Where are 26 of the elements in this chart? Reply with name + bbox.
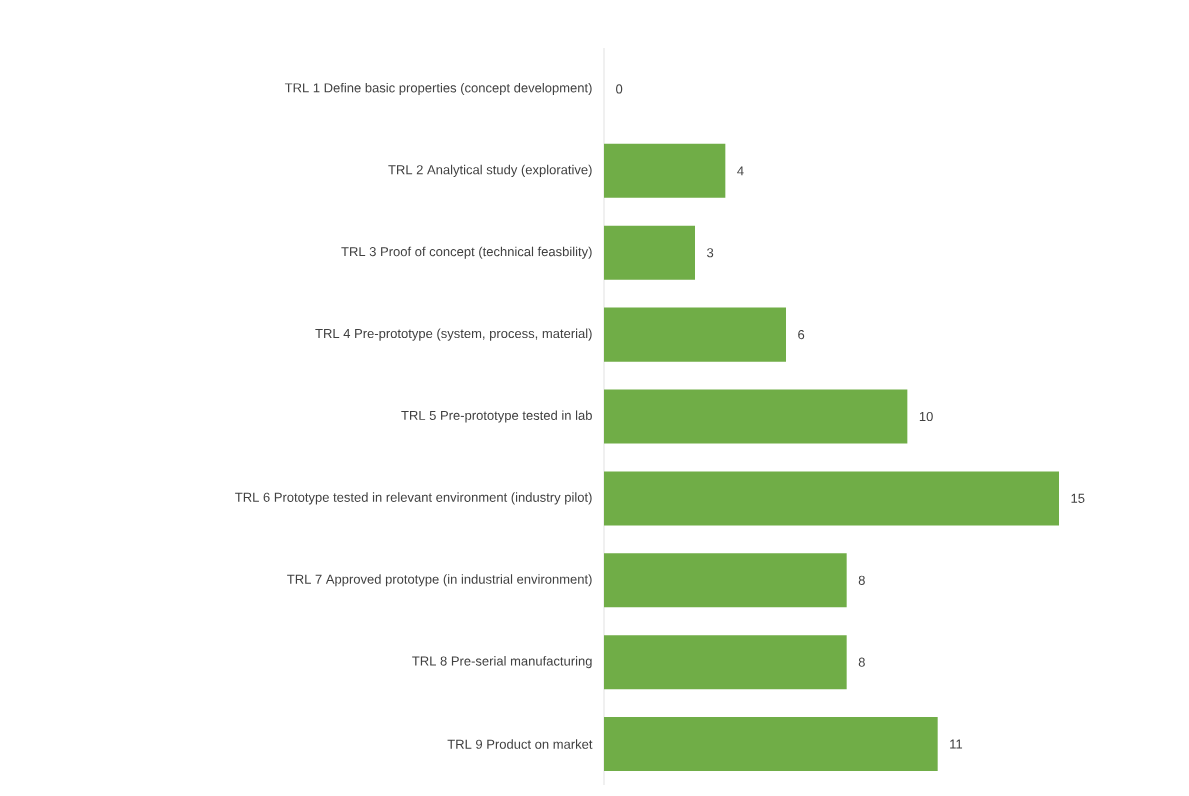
data-label: 3: [707, 248, 714, 258]
y-tick-label: TRL 4 Pre-prototype (system, process, material): [315, 328, 592, 341]
y-tick-label: TRL 1 Define basic properties (concept development): [284, 82, 592, 96]
bar: [604, 635, 847, 690]
y-tick-label: TRL 7 Approved prototype (in industrial environment): [287, 574, 592, 587]
y-tick-label: TRL 8 Pre-serial manufacturing: [412, 656, 592, 669]
y-tick-label: TRL 3 Proof of concept (technical feasbility): [341, 246, 592, 259]
y-tick-label: TRL 5 Pre-prototype tested in lab: [401, 410, 592, 423]
data-label: 6: [798, 330, 805, 340]
bar: [604, 389, 908, 444]
data-label: 15: [1071, 493, 1085, 503]
bar: [604, 553, 847, 608]
data-label: 10: [919, 411, 933, 422]
y-tick-label: TRL 9 Product on market: [447, 739, 593, 749]
y-tick-label: TRL 2 Analytical study (explorative): [388, 164, 592, 177]
bar: [604, 471, 1060, 526]
data-label: 8: [858, 657, 865, 667]
data-label: 4: [737, 166, 744, 176]
bar: [604, 143, 726, 198]
bar: [604, 225, 695, 280]
data-label: 0: [616, 84, 623, 94]
bar: [604, 717, 938, 772]
bar: [604, 307, 786, 362]
y-tick-label: TRL 6 Prototype tested in relevant environment (industry pilot): [235, 492, 592, 505]
data-label: 8: [858, 575, 865, 585]
data-label: 11: [950, 739, 963, 749]
